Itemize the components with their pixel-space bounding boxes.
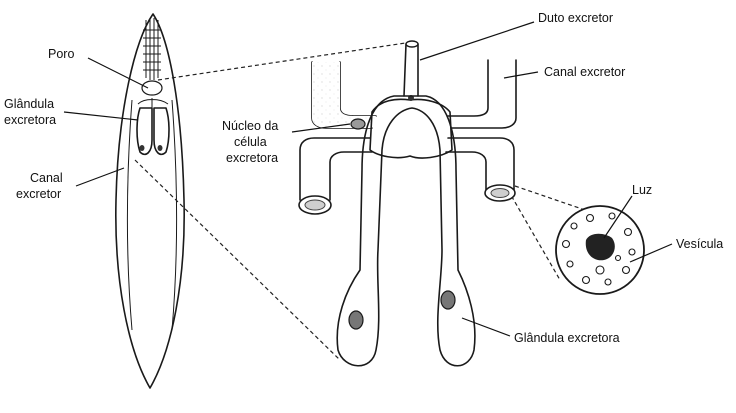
excretory-duct xyxy=(403,40,419,101)
gland-nucleus-right xyxy=(440,290,456,310)
label-glandula-excretora-bottom: Glândula excretora xyxy=(514,331,620,345)
excretory-gland xyxy=(336,95,476,367)
label-canal-left-line2: excretor xyxy=(16,187,61,201)
right-lateral-canal xyxy=(171,99,177,331)
label-glandula-line2: excretora xyxy=(4,113,56,127)
leader-glandula-bottom xyxy=(461,317,511,337)
label-duto-excretor: Duto excretor xyxy=(538,11,613,25)
label-nucleo-line1: Núcleo da xyxy=(222,119,278,133)
gland-nucleus-left xyxy=(348,310,364,330)
labels: Poro Glândula excretora Canal excretor D… xyxy=(4,11,723,345)
label-glandula-line1: Glândula xyxy=(4,97,54,111)
gland-cells-small xyxy=(136,98,170,156)
leader-lines xyxy=(63,21,673,337)
leader-poro xyxy=(87,57,149,89)
leader-glandula xyxy=(63,111,139,121)
label-nucleo-line3: excretora xyxy=(226,151,278,165)
excretory-canals xyxy=(298,59,517,215)
excretory-cell-nucleus xyxy=(350,118,366,130)
leader-luz xyxy=(603,195,633,239)
pharynx xyxy=(141,18,163,96)
projection-lines xyxy=(134,41,621,361)
label-poro: Poro xyxy=(48,47,74,61)
lumen xyxy=(585,233,615,261)
vesicles xyxy=(561,212,636,286)
label-canal-excretor-right: Canal excretor xyxy=(544,65,625,79)
leader-duto xyxy=(419,21,535,61)
leader-nucleo xyxy=(291,123,351,133)
nematode-body xyxy=(115,13,185,389)
label-vesicula: Vesícula xyxy=(676,237,723,251)
leader-canal-right xyxy=(503,71,539,79)
label-luz: Luz xyxy=(632,183,652,197)
leader-vesicula xyxy=(629,243,673,263)
left-lateral-canal xyxy=(127,99,133,331)
canal-cross-section xyxy=(555,205,645,295)
label-nucleo-line2: célula xyxy=(234,135,267,149)
leader-canal-left xyxy=(75,167,125,187)
label-canal-left-line1: Canal xyxy=(30,171,63,185)
